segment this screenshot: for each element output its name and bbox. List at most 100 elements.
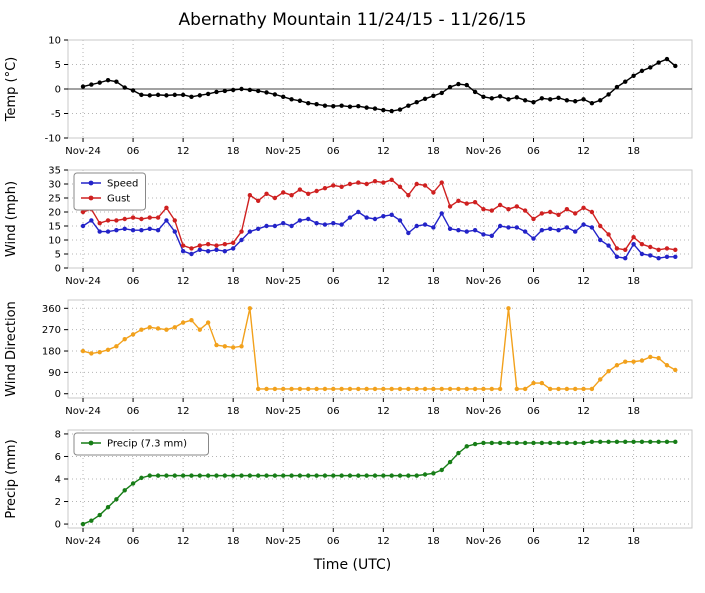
data-point [547,440,553,446]
precip-panel: 0 2 4 6 8 Nov-24 06 12 18 Nov-25 06 12 18 Nov-26 06 12 1… [4,429,693,547]
data-point [155,215,161,220]
x-tick-label: 06 [127,146,140,157]
data-point [531,236,536,241]
data-point [147,215,152,220]
data-point [264,386,269,392]
series-line [82,58,676,112]
data-point [623,256,628,261]
plot-frame [67,299,693,399]
data-point [105,504,111,510]
data-point [648,253,653,258]
x-tick-label: 12 [377,276,390,287]
data-point [322,222,328,227]
data-point [439,386,444,392]
data-point [656,439,661,445]
data-point [397,107,403,112]
data-point [322,473,328,478]
data-point [222,249,228,254]
legend-marker [88,195,94,201]
data-point [364,215,369,220]
wind-direction-panel: 0 90 180 270 360 Nov-24 06 12 18 Nov-25 06 12 18 Nov-… [4,299,693,417]
data-point [247,193,253,198]
data-point [314,188,319,194]
chart-panels: -10 -5 0 5 10 Nov-24 06 12 18 Nov-25 06 12 18 Nov-26 0… [0,34,705,554]
data-point [139,228,144,233]
data-point [456,228,461,233]
data-point [281,190,286,195]
data-point [114,218,119,223]
data-point [364,386,369,392]
x-tick-label: 18 [227,146,240,157]
data-point [372,386,378,392]
data-point [481,94,486,100]
legend-label: Precip (7.3 mm) [107,439,187,450]
data-point [381,180,386,185]
data-point [306,191,311,196]
data-point [531,380,536,386]
data-point [297,187,303,192]
data-point [97,512,102,518]
data-point [514,225,520,230]
wind-legend: Speed Gust [73,172,146,211]
data-point [189,94,194,100]
data-point [197,93,203,98]
wind-series-speed [80,209,678,261]
data-point [164,327,169,332]
x-axis-label: Time (UTC) [313,557,392,573]
data-point [573,229,578,234]
y-tick-label: 360 [42,304,61,315]
data-point [214,342,219,348]
x-tick-label: 18 [227,276,240,287]
legend-box [73,432,209,456]
data-point [414,386,419,392]
data-point [589,225,595,230]
wind-direction-series-direction [80,306,678,392]
data-point [281,473,286,478]
y-tick-label: 15 [48,222,61,233]
data-point [347,386,353,392]
data-point [439,90,444,96]
data-point [289,97,294,102]
data-point [339,184,344,189]
data-point [481,232,486,237]
data-point [272,386,278,392]
data-point [281,94,286,100]
data-point [422,183,428,188]
data-point [180,249,186,254]
data-point [306,473,311,478]
data-point [239,86,244,92]
data-point [406,473,411,478]
data-point [331,103,336,109]
data-point [639,68,645,74]
data-point [581,97,586,102]
data-point [105,218,111,223]
x-tick-label: Nov-26 [466,536,502,547]
x-tick-label: Nov-25 [265,536,301,547]
data-point [447,459,453,465]
data-point [406,230,411,236]
data-point [447,226,453,231]
data-point [322,103,328,108]
y-tick-label: 0 [55,520,61,531]
data-point [431,225,436,230]
data-point [139,216,144,222]
data-point [606,92,611,97]
data-point [472,228,478,233]
x-tick-label: 12 [177,406,190,417]
data-point [531,216,536,222]
data-point [180,320,186,325]
data-point [139,327,144,332]
data-point [197,327,203,332]
data-point [97,80,102,85]
wind-series-gust [80,177,678,252]
data-point [80,84,86,89]
data-point [581,386,586,392]
x-tick-label: 12 [177,146,190,157]
data-point [581,205,586,210]
data-point [180,473,186,478]
data-point [573,386,578,392]
data-point [347,473,353,478]
data-point [431,190,436,195]
data-point [522,208,528,213]
